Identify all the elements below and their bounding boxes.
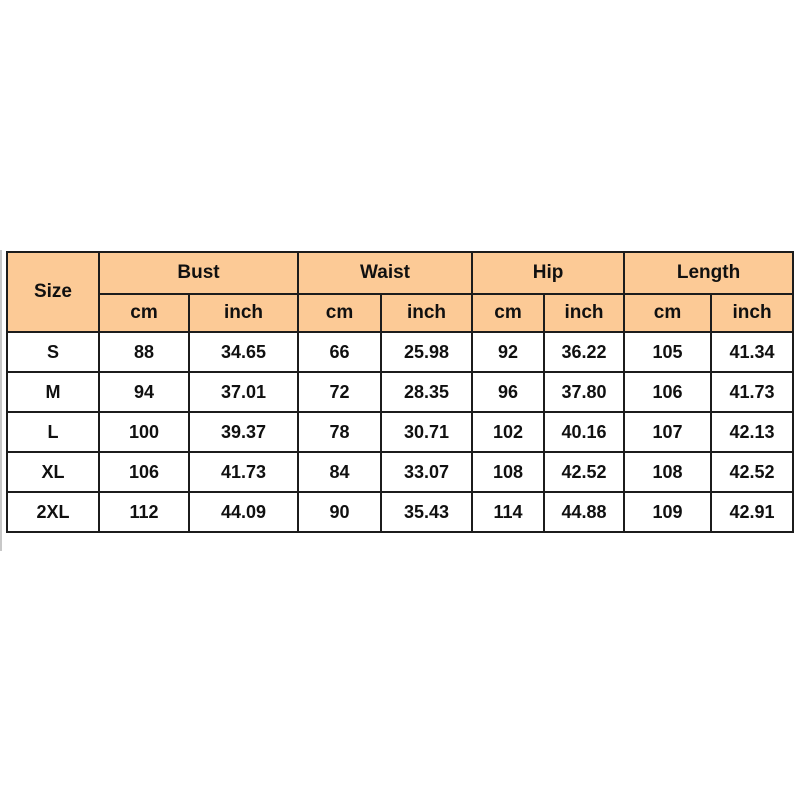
length-cm-cell: 107 [623, 411, 713, 453]
hip-cm-cell: 114 [471, 491, 546, 533]
bust-group-header: Bust [97, 251, 300, 295]
hip-inch-cell: 42.52 [543, 451, 626, 493]
hip-cm-cell: 102 [471, 411, 546, 453]
waist-inch-cell: 33.07 [380, 451, 474, 493]
table-row-l: L 100 39.37 78 30.71 102 40.16 107 42.13 [6, 411, 795, 453]
bust-cm-cell: 106 [98, 451, 190, 493]
unit-header-row: cm inch cm inch cm inch cm inch [7, 293, 795, 333]
bust-cm-cell: 94 [98, 371, 190, 413]
table-row-m: M 94 37.01 72 28.35 96 37.80 106 41.73 [6, 371, 795, 413]
size-cell: S [6, 331, 100, 373]
waist-inch-cell: 35.43 [380, 491, 474, 533]
hip-cm-cell: 92 [471, 331, 546, 373]
waist-group-header: Waist [297, 251, 474, 295]
hip-group-header: Hip [471, 251, 626, 295]
size-cell: 2XL [6, 491, 100, 533]
length-inch-cell: 41.73 [710, 371, 795, 413]
hip-inch-header: inch [543, 293, 626, 333]
length-inch-cell: 42.91 [710, 491, 795, 533]
hip-cm-header: cm [471, 293, 546, 333]
size-chart-table: Size Bust Waist Hip Length cm inch cm in… [6, 251, 795, 533]
waist-cm-cell: 78 [297, 411, 383, 453]
length-inch-cell: 42.13 [710, 411, 795, 453]
bust-inch-cell: 44.09 [187, 491, 300, 533]
left-edge-artifact-line [0, 250, 2, 551]
size-cell: L [6, 411, 100, 453]
length-cm-header: cm [623, 293, 713, 333]
table-row-2xl: 2XL 112 44.09 90 35.43 114 44.88 109 42.… [6, 491, 795, 533]
bust-inch-header: inch [187, 293, 300, 333]
hip-inch-cell: 36.22 [543, 331, 626, 373]
size-column-header: Size [6, 251, 100, 333]
length-cm-cell: 108 [623, 451, 713, 493]
hip-inch-cell: 44.88 [543, 491, 626, 533]
table-row-s: S 88 34.65 66 25.98 92 36.22 105 41.34 [6, 331, 795, 373]
size-cell: M [6, 371, 100, 413]
waist-inch-header: inch [380, 293, 474, 333]
length-inch-header: inch [710, 293, 795, 333]
length-cm-cell: 109 [623, 491, 713, 533]
bust-inch-cell: 41.73 [187, 451, 300, 493]
hip-inch-cell: 40.16 [543, 411, 626, 453]
hip-inch-cell: 37.80 [543, 371, 626, 413]
waist-inch-cell: 25.98 [380, 331, 474, 373]
hip-cm-cell: 108 [471, 451, 546, 493]
bust-cm-cell: 88 [98, 331, 190, 373]
bust-cm-cell: 100 [98, 411, 190, 453]
length-inch-cell: 41.34 [710, 331, 795, 373]
waist-cm-header: cm [297, 293, 383, 333]
size-cell: XL [6, 451, 100, 493]
length-inch-cell: 42.52 [710, 451, 795, 493]
length-cm-cell: 105 [623, 331, 713, 373]
bust-cm-cell: 112 [98, 491, 190, 533]
bust-cm-header: cm [98, 293, 190, 333]
bust-inch-cell: 34.65 [187, 331, 300, 373]
waist-inch-cell: 30.71 [380, 411, 474, 453]
length-group-header: Length [623, 251, 795, 295]
group-header-row: Size Bust Waist Hip Length [6, 251, 795, 333]
bust-inch-cell: 37.01 [187, 371, 300, 413]
waist-cm-cell: 72 [297, 371, 383, 413]
waist-cm-cell: 84 [297, 451, 383, 493]
bust-inch-cell: 39.37 [187, 411, 300, 453]
waist-inch-cell: 28.35 [380, 371, 474, 413]
waist-cm-cell: 90 [297, 491, 383, 533]
table-row-xl: XL 106 41.73 84 33.07 108 42.52 108 42.5… [6, 451, 795, 493]
waist-cm-cell: 66 [297, 331, 383, 373]
hip-cm-cell: 96 [471, 371, 546, 413]
length-cm-cell: 106 [623, 371, 713, 413]
